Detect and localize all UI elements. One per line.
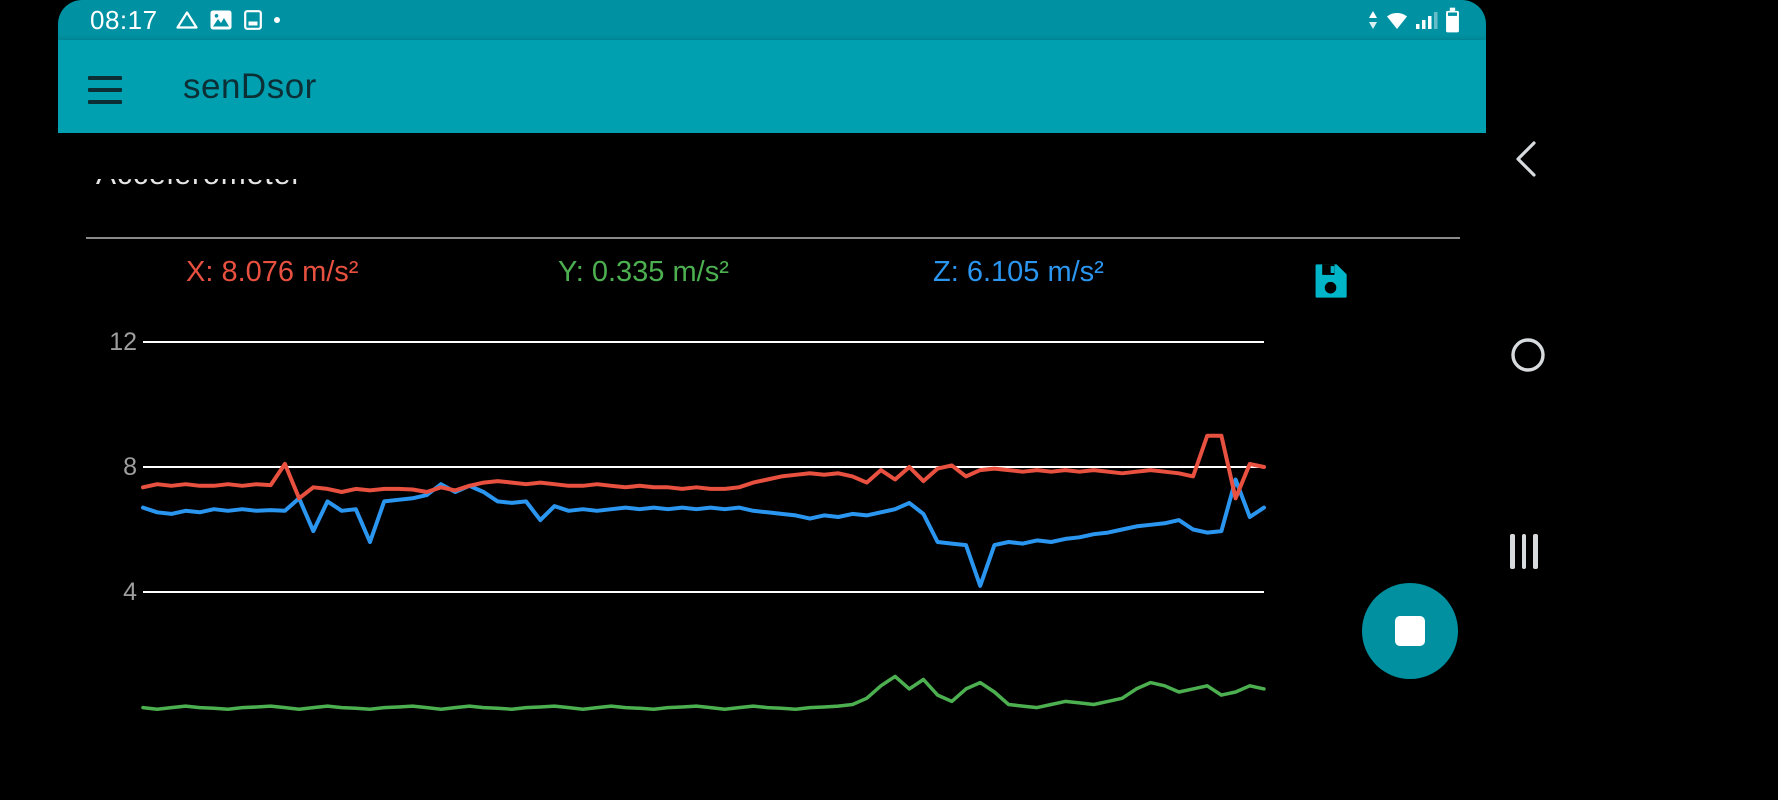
wifi-icon (1385, 10, 1409, 30)
sensor-chart[interactable] (0, 0, 1486, 800)
screenshot-icon (243, 10, 262, 30)
sensor-spinner-text: Accelerometer (96, 179, 326, 195)
spinner-underline (86, 237, 1460, 239)
app-title: senDsor (183, 67, 317, 106)
nav-home-button[interactable] (1508, 335, 1548, 375)
hamburger-icon (88, 76, 122, 80)
y-axis-tick-4: 4 (123, 578, 137, 606)
notification-dot-icon (273, 17, 280, 23)
nav-recents-button[interactable] (1510, 534, 1538, 569)
legend-x: X: 8.076 m/s² (186, 256, 359, 288)
back-chevron-icon (1516, 141, 1536, 177)
y-axis-tick-12: 12 (109, 328, 137, 356)
legend-z: Z: 6.105 m/s² (933, 256, 1104, 288)
home-circle-icon (1511, 338, 1545, 372)
data-arrows-icon (1368, 10, 1378, 30)
legend-y: Y: 0.335 m/s² (558, 256, 729, 288)
recents-bars-icon (1510, 534, 1538, 572)
stop-recording-fab[interactable] (1362, 583, 1458, 679)
sensor-spinner-clipped-label[interactable]: Accelerometer (96, 179, 326, 197)
save-button[interactable] (1308, 260, 1352, 304)
nav-back-button[interactable] (1510, 139, 1540, 179)
signal-icon (1416, 10, 1438, 30)
floppy-save-icon (1315, 263, 1347, 298)
status-time: 08:17 (90, 4, 158, 35)
battery-icon (1445, 7, 1460, 33)
stop-icon (1395, 616, 1425, 646)
app-bar: senDsor (58, 40, 1486, 133)
status-bar: 08:17 (58, 0, 1486, 40)
menu-button[interactable] (88, 76, 124, 104)
image-icon (210, 10, 232, 30)
drive-icon (175, 10, 198, 30)
y-axis-tick-8: 8 (123, 453, 137, 481)
